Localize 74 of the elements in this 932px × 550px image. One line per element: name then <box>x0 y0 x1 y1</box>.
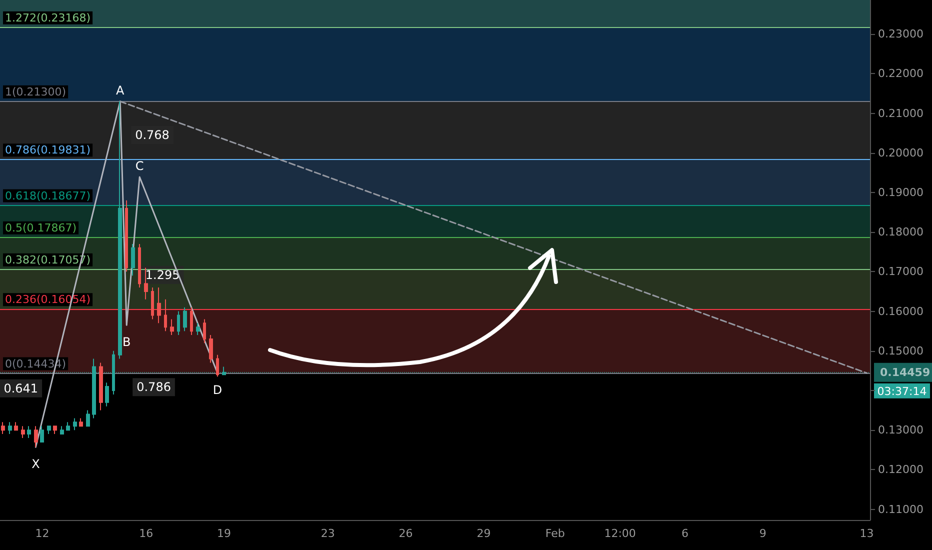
candlestick <box>53 426 57 435</box>
ref-line-label: 0.618(0.18677) <box>5 189 91 202</box>
x-tick-label: 13 <box>860 527 874 540</box>
ref-line-label: 1(0.21300) <box>5 85 66 98</box>
x-tick-label: 12:00 <box>604 527 636 540</box>
x-tick-label: 29 <box>476 527 491 540</box>
candlestick <box>151 287 154 320</box>
candlestick <box>118 100 122 360</box>
candlestick <box>60 426 64 435</box>
x-tick-label: 19 <box>216 527 231 540</box>
candlestick <box>47 426 51 435</box>
candlestick <box>27 426 31 439</box>
y-tick-label: 0.13000 <box>878 424 924 437</box>
candlestick <box>40 426 44 442</box>
data-label: C <box>135 159 144 174</box>
x-tick-label: 6 <box>681 527 688 540</box>
ref-line-label: 0.14459 <box>880 366 930 379</box>
y-tick-label: 0.19000 <box>878 186 924 199</box>
x-tick-label: 23 <box>320 527 335 540</box>
ref-line-label: 0.786(0.19831) <box>5 144 91 157</box>
candlestick <box>1 422 5 435</box>
candlestick <box>196 322 200 336</box>
text: 03:37:14 <box>877 384 927 398</box>
candlestick <box>14 422 18 431</box>
annotation: 0.768 <box>135 128 170 142</box>
y-tick-label: 0.20000 <box>878 146 924 160</box>
candlestick <box>138 243 141 288</box>
y-tick-label: 0.22000 <box>878 67 924 80</box>
annotation: 0.641 <box>4 381 38 396</box>
x-tick-label: 12 <box>35 527 50 540</box>
candlestick <box>105 382 109 407</box>
candlestick <box>190 306 193 336</box>
ref-line-label: 0.5(0.17867) <box>5 221 77 234</box>
y-tick-label: 0.21000 <box>878 106 924 120</box>
data-label: B <box>122 335 131 350</box>
y-tick-label: 0.16000 <box>878 304 924 318</box>
data-label: D <box>212 383 222 398</box>
candlestick <box>92 358 96 419</box>
candlestick <box>170 318 174 336</box>
candlestick <box>157 287 161 324</box>
candlestick <box>216 354 219 378</box>
candlestick <box>203 318 206 344</box>
y-tick-label: 0.11000 <box>878 502 924 516</box>
y-tick-label: 0.17000 <box>878 265 924 278</box>
candlestick <box>66 422 70 431</box>
y-tick-label: 0.15000 <box>878 344 924 358</box>
y-tick-label: 0.18000 <box>878 226 924 239</box>
annotation: 0.786 <box>136 380 171 394</box>
x-tick-label: 16 <box>139 527 154 540</box>
candlestick <box>8 422 12 435</box>
x-tick-label: 26 <box>398 527 413 540</box>
candlestick <box>144 267 148 300</box>
candlestick <box>164 298 167 332</box>
annotation: 1.295 <box>145 268 180 282</box>
x-tick-label: Feb <box>545 527 565 540</box>
candlestick <box>112 350 115 395</box>
candlestick <box>177 310 180 336</box>
x-tick-label: 9 <box>759 527 766 540</box>
candlestick <box>86 410 90 427</box>
candlestick <box>34 426 38 448</box>
candlestick <box>183 306 187 332</box>
candlestick <box>73 418 77 431</box>
data-label: A <box>116 83 126 98</box>
candlestick <box>79 418 83 427</box>
y-tick-label: 0.12000 <box>878 463 924 476</box>
candlestick <box>99 362 103 411</box>
ref-line-label: 1.272(0.23168) <box>5 11 91 24</box>
y-tick-label: 0.23000 <box>878 28 924 41</box>
candlestick <box>222 366 226 376</box>
candlestick <box>125 200 128 272</box>
candlestick <box>21 426 25 439</box>
candlestick <box>209 334 213 364</box>
data-label: X <box>32 457 40 472</box>
candlestick <box>131 243 135 276</box>
